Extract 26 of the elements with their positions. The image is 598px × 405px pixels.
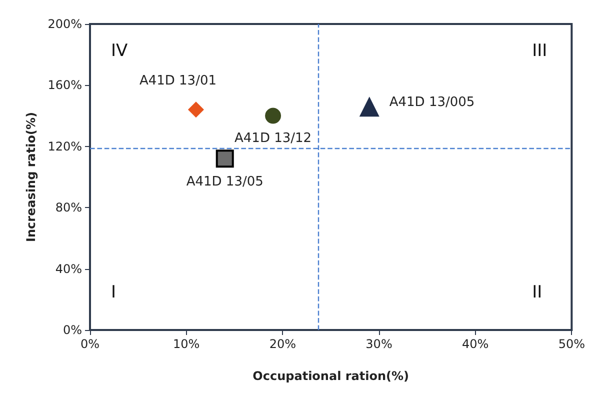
point xyxy=(359,96,380,117)
x-tick-label: 40% xyxy=(462,337,489,351)
x-tick-label: 30% xyxy=(366,337,392,351)
y-axis-title: Increasing ratio(%) xyxy=(24,112,38,242)
y-tick-label: 200% xyxy=(48,17,82,31)
y-tick-label: 80% xyxy=(55,200,82,215)
series-label: A41D 13/005 xyxy=(389,95,475,110)
y-tick-label: 160% xyxy=(48,78,82,92)
annotation: III xyxy=(532,40,548,61)
x-tick-label: 0% xyxy=(80,337,100,351)
point xyxy=(265,108,282,124)
x-axis-title: Occupational ration(%) xyxy=(252,369,409,383)
series-label: A41D 13/01 xyxy=(139,74,216,89)
annotation: I xyxy=(111,282,116,303)
x-tick-label: 10% xyxy=(172,337,200,351)
series-label: A41D 13/12 xyxy=(234,130,312,146)
y-tick-label: 0% xyxy=(62,323,82,337)
series-label: A41D 13/05 xyxy=(186,174,264,190)
x-tick-label: 50% xyxy=(558,337,585,351)
y-tick-label: 40% xyxy=(55,262,82,276)
point xyxy=(216,150,234,168)
point xyxy=(188,102,204,118)
annotation: IV xyxy=(111,40,128,61)
annotation: II xyxy=(532,282,542,303)
y-tick-label: 120% xyxy=(48,139,82,154)
x-tick-label: 20% xyxy=(269,337,296,351)
